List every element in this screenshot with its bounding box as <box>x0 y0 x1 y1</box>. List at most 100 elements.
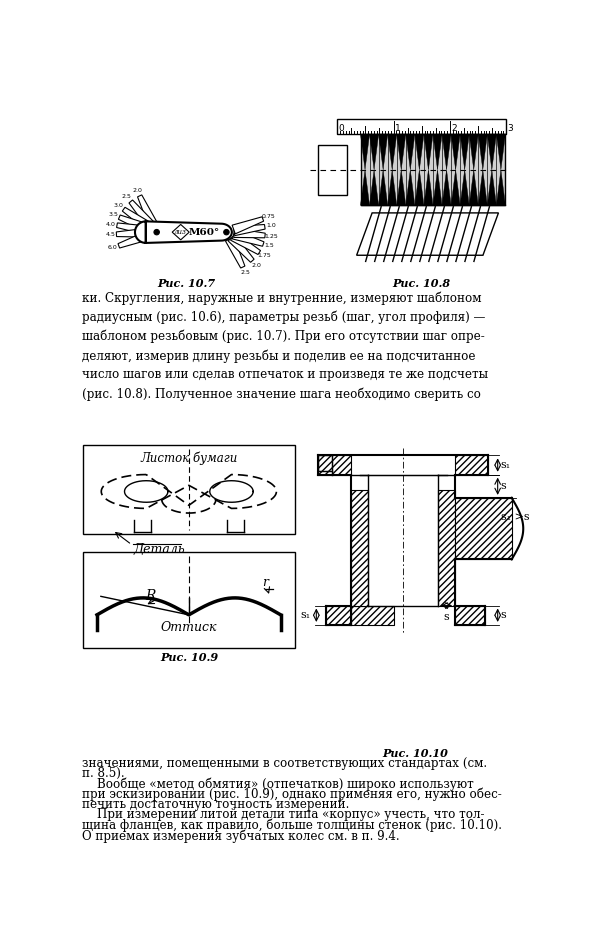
Bar <box>360 134 506 205</box>
Text: R: R <box>145 588 155 603</box>
Polygon shape <box>379 170 388 205</box>
Bar <box>455 605 484 625</box>
Bar <box>351 605 394 625</box>
Text: 4.0: 4.0 <box>106 222 116 227</box>
Text: Листок бумаги: Листок бумаги <box>140 451 238 465</box>
Polygon shape <box>496 170 506 205</box>
Polygon shape <box>442 134 451 170</box>
Text: 3.0: 3.0 <box>114 203 123 208</box>
Polygon shape <box>415 170 424 205</box>
Polygon shape <box>396 134 406 170</box>
Polygon shape <box>232 217 264 234</box>
Text: 4.5: 4.5 <box>105 232 115 237</box>
Text: 1: 1 <box>395 124 401 133</box>
Text: 2: 2 <box>451 124 457 133</box>
Polygon shape <box>231 232 261 255</box>
Bar <box>83 552 294 648</box>
Text: п. 8.5).: п. 8.5). <box>81 767 124 780</box>
Text: 3: 3 <box>508 124 513 133</box>
Text: 3.5: 3.5 <box>109 212 119 217</box>
Polygon shape <box>117 223 150 235</box>
Polygon shape <box>478 170 487 205</box>
Text: печить достаточную точность измерений.: печить достаточную точность измерений. <box>81 798 349 811</box>
Text: s₁: s₁ <box>301 610 311 620</box>
Text: 0: 0 <box>339 124 345 133</box>
Polygon shape <box>356 212 499 256</box>
Text: s₁ >s: s₁ >s <box>501 512 529 522</box>
Polygon shape <box>118 230 151 248</box>
Polygon shape <box>122 208 153 231</box>
Polygon shape <box>172 225 189 240</box>
Text: при эскизировании (рис. 10.9), однако применяя его, нужно обес-: при эскизировании (рис. 10.9), однако пр… <box>81 788 502 801</box>
Polygon shape <box>460 134 469 170</box>
Polygon shape <box>360 170 369 205</box>
Polygon shape <box>424 170 433 205</box>
Polygon shape <box>442 170 451 205</box>
Polygon shape <box>129 200 155 229</box>
Text: значениями, помещенными в соответствующих стандартах (см.: значениями, помещенными в соответствующи… <box>81 757 487 770</box>
Polygon shape <box>487 134 496 170</box>
Text: 0.75: 0.75 <box>262 214 276 219</box>
Text: 2.5: 2.5 <box>241 270 250 275</box>
Bar <box>326 605 351 625</box>
Polygon shape <box>119 215 151 233</box>
Text: M60°: M60° <box>188 227 219 237</box>
Polygon shape <box>360 134 369 170</box>
Text: щина фланцев, как правило, больше толщины стенок (рис. 10.10).: щина фланцев, как правило, больше толщин… <box>81 819 502 833</box>
Bar <box>455 456 489 475</box>
Text: Рис. 10.9: Рис. 10.9 <box>160 651 218 663</box>
Text: 2.0: 2.0 <box>132 188 142 193</box>
Text: 2.5: 2.5 <box>122 195 132 199</box>
Text: s₁: s₁ <box>501 460 511 470</box>
Polygon shape <box>388 134 396 170</box>
Polygon shape <box>406 134 415 170</box>
Text: При измерении литой детали типа «корпус» учесть, что тол-: При измерении литой детали типа «корпус»… <box>81 808 484 822</box>
Polygon shape <box>388 170 396 205</box>
Polygon shape <box>116 227 149 237</box>
Text: 1.25: 1.25 <box>264 233 278 239</box>
Polygon shape <box>232 230 264 246</box>
Text: Оттиск: Оттиск <box>160 621 217 634</box>
Text: Вообще «метод обмятия» (отпечатков) широко используют: Вообще «метод обмятия» (отпечатков) широ… <box>81 777 473 791</box>
Bar <box>337 119 506 134</box>
Polygon shape <box>424 134 433 170</box>
Polygon shape <box>433 134 442 170</box>
Polygon shape <box>234 228 266 238</box>
Polygon shape <box>135 221 232 243</box>
Bar <box>351 490 368 605</box>
Circle shape <box>224 229 229 235</box>
Text: 6.0: 6.0 <box>108 245 118 250</box>
Bar <box>318 456 332 471</box>
Polygon shape <box>379 134 388 170</box>
Text: s: s <box>501 481 507 492</box>
Polygon shape <box>469 134 478 170</box>
Polygon shape <box>406 170 415 205</box>
Text: Рис. 10.10: Рис. 10.10 <box>382 748 448 760</box>
Text: 1.0: 1.0 <box>266 224 276 228</box>
Text: 1.75: 1.75 <box>258 253 271 258</box>
Polygon shape <box>225 237 245 268</box>
Polygon shape <box>433 170 442 205</box>
Text: r: r <box>262 576 268 589</box>
Text: Деталь: Деталь <box>133 543 185 556</box>
Polygon shape <box>451 170 460 205</box>
Circle shape <box>154 229 159 235</box>
Polygon shape <box>496 134 506 170</box>
Polygon shape <box>228 235 254 262</box>
Polygon shape <box>369 170 379 205</box>
Text: Рис. 10.8: Рис. 10.8 <box>393 278 451 290</box>
Polygon shape <box>451 134 460 170</box>
Text: О приемах измерения зубчатых колес см. в п. 9.4.: О приемах измерения зубчатых колес см. в… <box>81 829 399 843</box>
Text: Рис. 10.7: Рис. 10.7 <box>157 278 215 290</box>
Text: лиз: лиз <box>174 228 187 236</box>
Bar <box>83 446 294 534</box>
Text: 1.5: 1.5 <box>264 243 274 248</box>
Bar <box>318 456 351 475</box>
Bar <box>438 490 455 605</box>
Polygon shape <box>396 170 406 205</box>
Text: s: s <box>444 612 450 621</box>
Text: s: s <box>501 610 507 620</box>
Text: 2.0: 2.0 <box>251 263 261 268</box>
Polygon shape <box>369 134 379 170</box>
Text: ки. Скругления, наружные и внутренние, измеряют шаблоном
радиусным (рис. 10.6), : ки. Скругления, наружные и внутренние, и… <box>81 291 487 400</box>
